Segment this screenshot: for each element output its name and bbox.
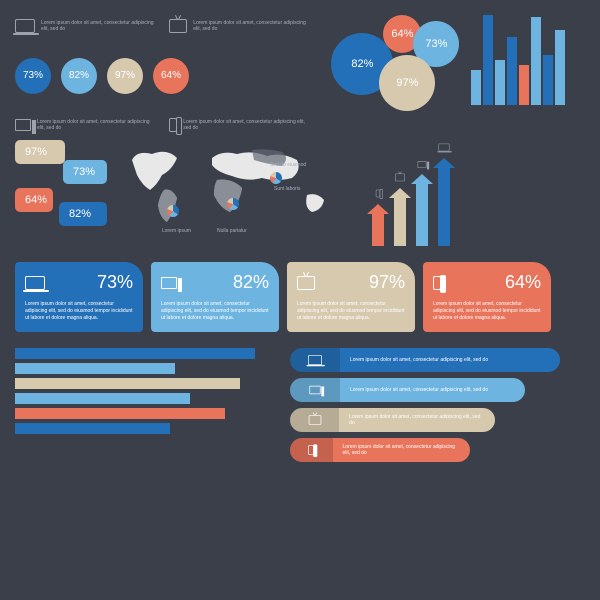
item-text: Lorem ipsum dolor sit amet, consectetur …: [193, 20, 311, 33]
device-card: 64% Lorem ipsum dolor sit amet, consectet…: [423, 262, 551, 332]
map-label: Nulla pariatur: [217, 228, 247, 234]
item-text: Lorem ipsum dolor sit amet, consectetur …: [183, 119, 311, 132]
map-label: Sed do eiusmod: [270, 162, 306, 168]
hbar: [15, 393, 190, 404]
map-pie-icon: [227, 198, 239, 210]
card-text: Lorem ipsum dolor sit amet, consectetur …: [433, 301, 541, 322]
pill-text: Lorem ipsum dolor sit amet, consectetur …: [333, 444, 470, 457]
device-card: 82% Lorem ipsum dolor sit amet, consectet…: [151, 262, 279, 332]
device-pill: Lorem ipsum dolor sit amet, consectetur …: [290, 348, 560, 372]
hbar: [15, 378, 240, 389]
device-pill: Lorem ipsum dolor sit amet, consectetur …: [290, 408, 495, 432]
mobile-icon: [307, 443, 315, 457]
bar: [531, 17, 541, 105]
device-item: Lorem ipsum dolor sit amet, consectetur …: [169, 15, 311, 38]
card-percent: 97%: [369, 272, 405, 293]
speech-bubbles: 97%73% 64%82%: [15, 140, 110, 240]
desktop-icon: [418, 161, 427, 168]
card-percent: 73%: [97, 272, 133, 293]
world-map: Lorem ipsum Nulla pariatur Sed do eiusmod S…: [122, 140, 342, 240]
percent-bubble: 97%: [107, 58, 143, 94]
bar: [519, 65, 529, 105]
arrow-bar: [369, 186, 387, 246]
pill-text: Lorem ipsum dolor sit amet, consectetur …: [339, 414, 495, 427]
device-pill: Lorem ipsum dolor sit amet, consectetur …: [290, 438, 470, 462]
bar: [483, 15, 493, 105]
mobile-icon: [376, 190, 380, 198]
desktop-icon: [15, 119, 31, 131]
mobile-icon: [433, 276, 441, 290]
laptop-icon: [305, 353, 325, 367]
section-map: 97%73% 64%82% Lorem ipsum Nulla pariatur Se…: [0, 132, 600, 254]
device-item: Lorem ipsum dolor sit amet, consectetur …: [15, 118, 157, 132]
tv-icon: [395, 174, 405, 182]
device-card: 73% Lorem ipsum dolor sit amet, consectet…: [15, 262, 143, 332]
tv-icon: [297, 276, 315, 290]
desktop-icon: [307, 384, 323, 396]
device-item: Lorem ipsum dolor sit amet, consectetur …: [15, 15, 157, 38]
hbar: [15, 348, 255, 359]
bar: [495, 60, 505, 105]
bar: [507, 37, 517, 105]
pill-text: Lorem ipsum dolor sit amet, consectetur …: [340, 357, 498, 364]
map-label: Lorem ipsum: [162, 228, 191, 234]
card-percent: 64%: [505, 272, 541, 293]
hbar: [15, 408, 225, 419]
card-text: Lorem ipsum dolor sit amet, consectetur …: [161, 301, 269, 322]
laptop-icon: [439, 144, 450, 152]
speech-bubble: 64%: [15, 188, 53, 212]
bar: [555, 30, 565, 105]
device-pills: Lorem ipsum dolor sit amet, consectetur …: [290, 348, 580, 468]
device-pill: Lorem ipsum dolor sit amet, consectetur …: [290, 378, 525, 402]
laptop-icon: [25, 276, 45, 290]
arrow-bar: [391, 170, 409, 246]
card-percent: 82%: [233, 272, 269, 293]
map-pie-icon: [167, 205, 179, 217]
arrow-bar: [435, 140, 453, 246]
arrow-bar: [413, 158, 431, 246]
tv-icon: [169, 19, 187, 33]
pill-text: Lorem ipsum dolor sit amet, consectetur …: [340, 387, 498, 394]
mobile-icon: [169, 118, 177, 132]
percent-bubble: 82%: [61, 58, 97, 94]
laptop-icon: [15, 19, 35, 33]
hbar: [15, 363, 175, 374]
desktop-icon: [161, 277, 177, 289]
map-label: Sunt laboris: [274, 186, 300, 192]
device-item: Lorem ipsum dolor sit amet, consectetur …: [169, 118, 311, 132]
item-text: Lorem ipsum dolor sit amet, consectetur …: [41, 20, 157, 33]
map-pie-icon: [270, 172, 282, 184]
speech-bubble: 73%: [63, 160, 107, 184]
speech-bubble: 97%: [15, 140, 65, 164]
card-text: Lorem ipsum dolor sit amet, consectetur …: [25, 301, 133, 322]
percent-bubble: 73%: [15, 58, 51, 94]
vertical-bar-chart: [471, 15, 565, 105]
item-text: Lorem ipsum dolor sit amet, consectetur …: [37, 119, 157, 132]
bar: [543, 55, 553, 105]
device-cards: 73% Lorem ipsum dolor sit amet, consectet…: [0, 254, 600, 340]
card-text: Lorem ipsum dolor sit amet, consectetur …: [297, 301, 405, 322]
hbar: [15, 423, 170, 434]
section-top: Lorem ipsum dolor sit amet, consectetur …: [0, 0, 600, 118]
section-bottom: Lorem ipsum dolor sit amet, consectetur …: [0, 340, 600, 476]
percent-bubble: 64%: [153, 58, 189, 94]
stat-circle: 97%: [379, 55, 435, 111]
device-card: 97% Lorem ipsum dolor sit amet, consectet…: [287, 262, 415, 332]
overlapping-circles: 82%64%73%97%: [331, 15, 461, 110]
tv-icon: [306, 413, 324, 427]
arrow-chart: [369, 140, 453, 246]
bar: [471, 70, 481, 105]
speech-bubble: 82%: [59, 202, 107, 226]
horizontal-bar-chart: [15, 348, 275, 468]
